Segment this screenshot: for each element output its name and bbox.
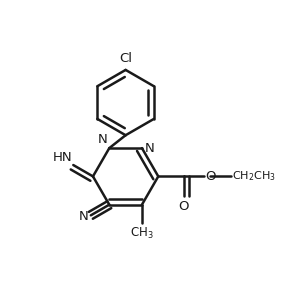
Text: N: N — [79, 210, 89, 223]
Text: O: O — [179, 200, 189, 213]
Text: HN: HN — [52, 151, 72, 164]
Text: CH$_3$: CH$_3$ — [130, 226, 154, 241]
Text: N: N — [145, 141, 155, 155]
Text: N: N — [98, 133, 108, 146]
Text: CH$_2$CH$_3$: CH$_2$CH$_3$ — [232, 170, 276, 183]
Text: O: O — [205, 170, 216, 183]
Text: Cl: Cl — [119, 52, 132, 65]
